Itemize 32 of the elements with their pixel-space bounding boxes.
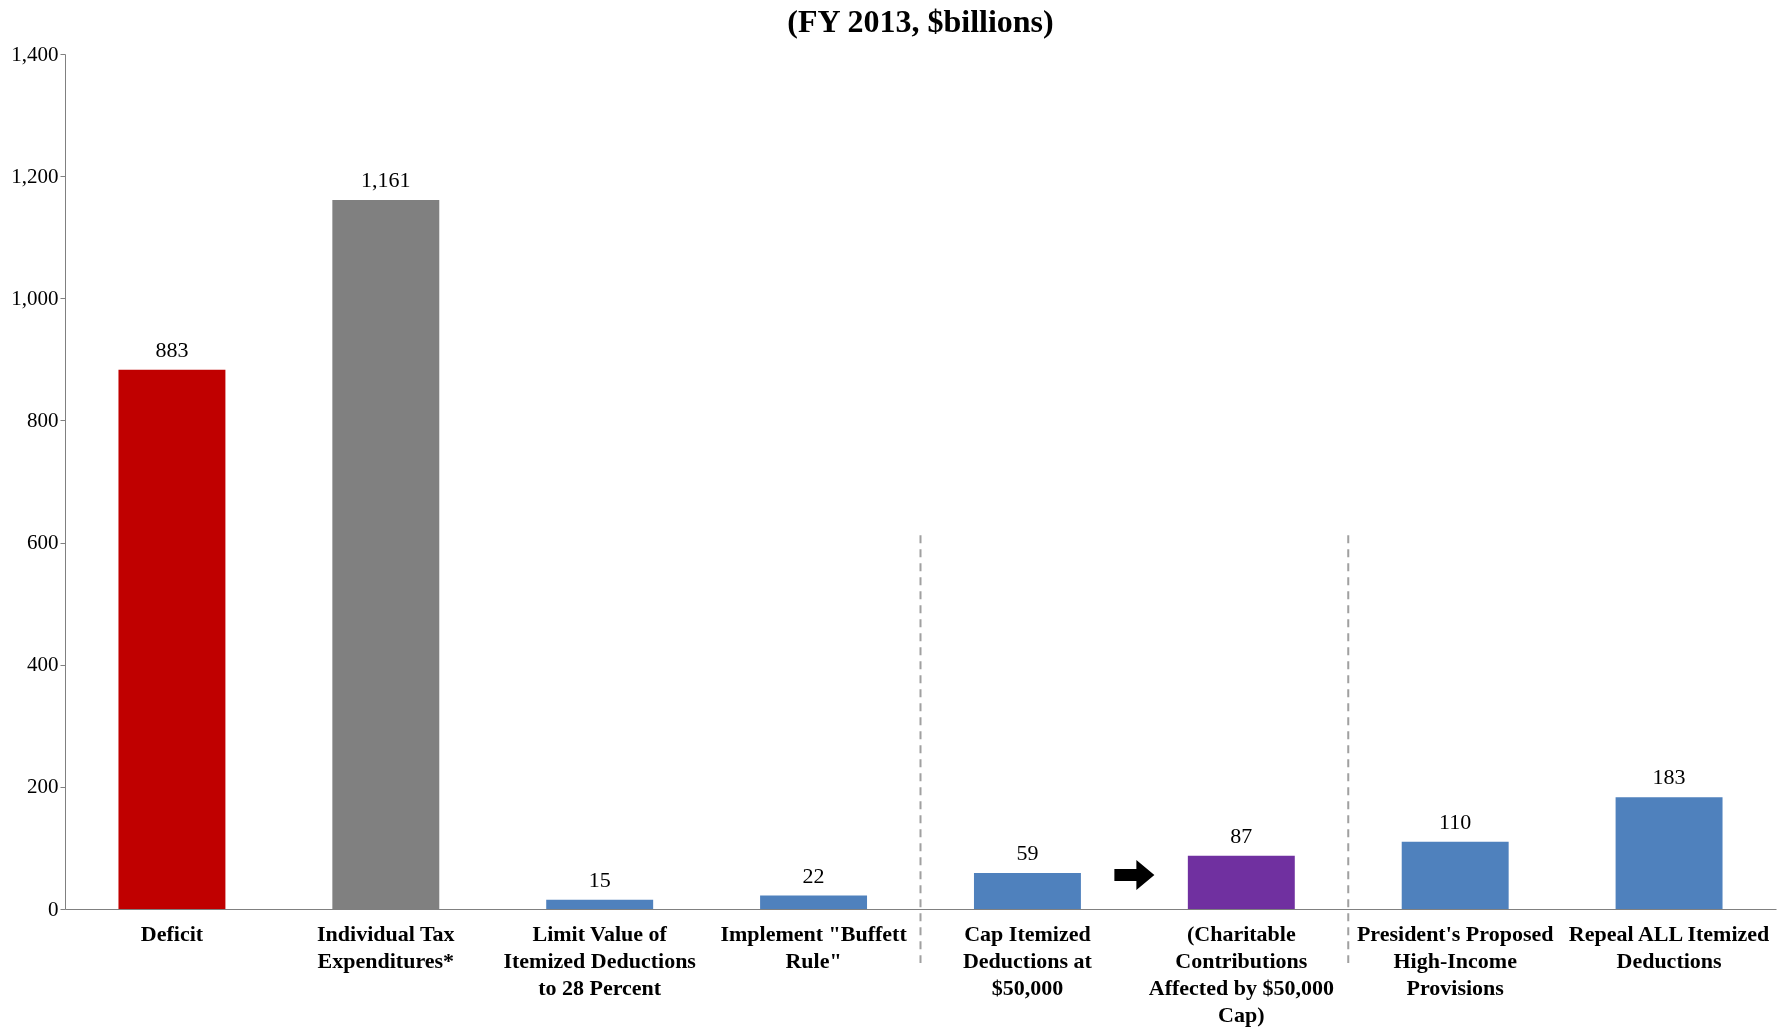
y-tick-label: 600	[27, 530, 59, 555]
y-tick-label: 200	[27, 774, 59, 799]
bar	[760, 895, 868, 909]
y-tick-label: 800	[27, 407, 59, 432]
x-tick-label: Cap Itemized Deductions at $50,000	[962, 920, 1093, 1000]
x-tick-label: Deficit	[140, 920, 204, 946]
x-tick-label: (Charitable Contributions Affected by $50,000 Cap)	[1148, 920, 1334, 1027]
x-tick-label: Limit Value of Itemized Deductions to 28 Percent	[503, 920, 697, 1000]
x-tick-label: Repeal ALL Itemized Deductions	[1568, 920, 1770, 973]
x-tick-label: President's Proposed High-Income Provisions	[1356, 920, 1554, 1000]
y-tick-label: 0	[48, 896, 59, 921]
data-label: 22	[802, 862, 825, 888]
bar	[973, 872, 1081, 909]
data-label: 110	[1439, 808, 1472, 834]
bar	[1187, 855, 1295, 909]
y-tick-label: 400	[27, 652, 59, 677]
bar	[1615, 797, 1723, 909]
data-label: 15	[588, 866, 611, 892]
y-tick-label: 1,200	[11, 163, 59, 188]
data-label: 87	[1230, 822, 1253, 848]
data-label: 1,161	[361, 166, 411, 192]
data-label: 59	[1016, 839, 1039, 865]
bar	[546, 899, 654, 909]
x-tick-label: Individual Tax Expenditures*	[317, 920, 455, 973]
y-tick-label: 1,000	[11, 285, 59, 310]
bar	[1401, 841, 1509, 909]
y-tick-label: 1,400	[11, 41, 59, 66]
data-label: 883	[155, 336, 189, 362]
x-tick-label: Implement "Buffett Rule"	[720, 920, 908, 973]
data-label: 183	[1652, 764, 1686, 790]
bar	[118, 369, 226, 909]
chart-title: (FY 2013, $billions)	[787, 3, 1054, 39]
